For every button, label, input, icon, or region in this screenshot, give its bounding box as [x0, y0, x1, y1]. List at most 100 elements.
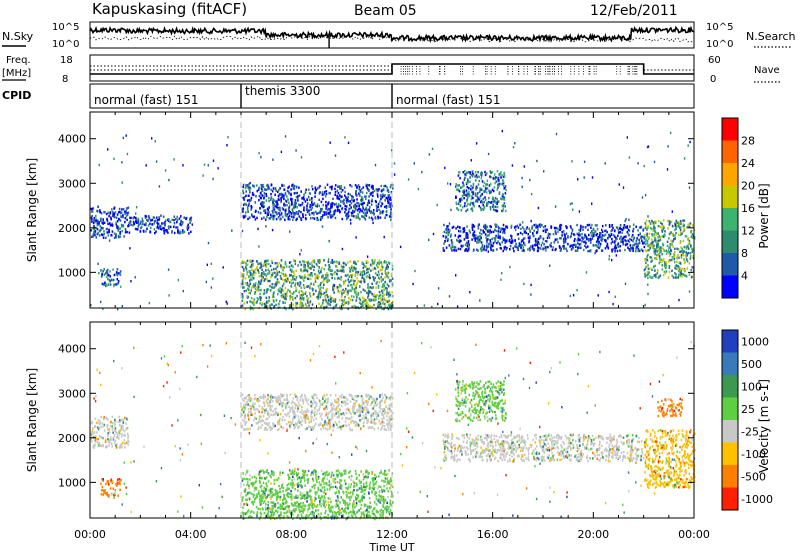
data-pixel	[342, 265, 345, 268]
data-pixel	[480, 228, 482, 232]
data-pixel	[555, 132, 558, 136]
data-pixel	[646, 234, 648, 237]
data-pixel	[276, 203, 278, 206]
data-pixel	[341, 303, 344, 306]
data-pixel	[279, 206, 281, 210]
data-pixel	[312, 259, 314, 262]
data-pixel	[118, 207, 121, 211]
data-pixel	[351, 198, 353, 201]
data-pixel	[317, 218, 320, 222]
data-pixel	[387, 265, 389, 269]
data-pixel	[491, 170, 493, 174]
data-pixel	[495, 236, 497, 239]
data-pixel	[249, 181, 251, 185]
data-pixel	[668, 233, 671, 236]
data-pixel	[685, 255, 687, 258]
data-pixel	[646, 232, 648, 235]
data-pixel	[139, 222, 142, 225]
data-pixel	[154, 219, 157, 223]
data-pixel	[561, 231, 563, 234]
data-pixel	[599, 231, 601, 235]
data-pixel	[469, 172, 472, 175]
data-pixel	[372, 477, 374, 480]
data-pixel	[651, 238, 653, 241]
data-pixel	[282, 293, 284, 296]
data-pixel	[347, 302, 350, 305]
data-pixel	[379, 297, 382, 300]
data-pixel	[97, 262, 99, 265]
data-pixel	[621, 228, 624, 232]
data-pixel	[281, 206, 284, 210]
data-pixel	[387, 496, 389, 499]
data-pixel	[316, 203, 319, 206]
data-pixel	[481, 245, 483, 249]
data-pixel	[110, 493, 113, 496]
data-pixel	[248, 284, 250, 288]
data-pixel	[144, 216, 147, 219]
data-pixel	[646, 235, 649, 238]
data-pixel	[246, 301, 248, 304]
data-pixel	[479, 247, 482, 250]
data-pixel	[103, 429, 106, 432]
data-pixel	[499, 243, 502, 247]
data-pixel	[331, 185, 333, 188]
data-pixel	[314, 191, 316, 195]
data-pixel	[362, 205, 364, 208]
data-pixel	[120, 424, 123, 428]
data-pixel	[499, 235, 501, 238]
data-pixel	[262, 276, 264, 279]
data-pixel	[467, 202, 469, 206]
sky-noise-line	[89, 25, 695, 44]
data-pixel	[542, 229, 545, 233]
data-pixel	[479, 240, 481, 243]
data-pixel	[100, 269, 103, 272]
data-pixel	[368, 195, 370, 198]
data-pixel	[251, 278, 253, 281]
data-pixel	[670, 239, 672, 242]
data-pixel	[247, 287, 249, 290]
data-pixel	[207, 164, 209, 167]
data-pixel	[327, 302, 330, 306]
data-pixel	[108, 239, 111, 242]
data-pixel	[616, 237, 618, 240]
data-pixel	[289, 512, 292, 515]
data-pixel	[620, 235, 622, 239]
data-pixel	[613, 233, 615, 237]
data-pixel	[365, 304, 367, 307]
data-pixel	[253, 285, 255, 289]
data-pixel	[529, 230, 532, 233]
data-pixel	[154, 140, 156, 143]
data-pixel	[329, 141, 331, 144]
data-pixel	[307, 301, 309, 304]
data-pixel	[260, 217, 263, 220]
data-pixel	[503, 171, 506, 175]
data-pixel	[302, 215, 304, 218]
data-pixel	[309, 295, 312, 298]
data-pixel	[529, 236, 531, 240]
data-pixel	[672, 238, 675, 241]
data-pixel	[305, 261, 308, 264]
data-pixel	[156, 221, 158, 225]
data-pixel	[472, 232, 475, 235]
data-pixel	[685, 251, 687, 254]
data-pixel	[674, 272, 676, 275]
data-pixel	[628, 234, 630, 237]
data-pixel	[690, 245, 692, 248]
data-pixel	[560, 247, 562, 251]
data-pixel	[287, 492, 289, 495]
data-pixel	[391, 149, 393, 152]
data-pixel	[473, 205, 476, 208]
data-pixel	[608, 290, 610, 294]
data-pixel	[588, 223, 591, 227]
data-pixel	[380, 265, 383, 268]
data-pixel	[676, 247, 678, 250]
y-tick-label: 3000	[58, 177, 86, 190]
data-pixel	[90, 216, 93, 219]
data-pixel	[137, 217, 140, 221]
data-pixel	[105, 236, 107, 239]
data-pixel	[498, 174, 501, 177]
data-pixel	[333, 287, 335, 290]
data-pixel	[464, 228, 466, 232]
data-pixel	[268, 199, 270, 203]
data-pixel	[457, 188, 460, 191]
